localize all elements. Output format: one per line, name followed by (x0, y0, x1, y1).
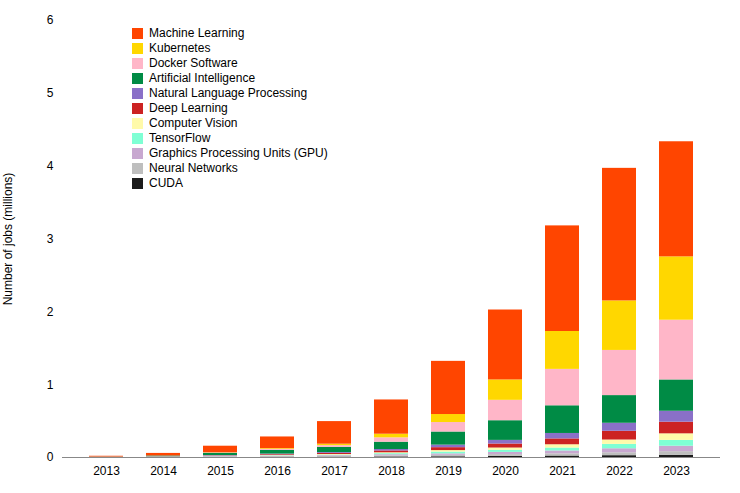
html-text:Machine Learning: Machine Learning (149, 26, 245, 40)
svg-text:2019: 2019 (435, 464, 462, 478)
svg-text:2017: 2017 (321, 464, 348, 478)
svg-text:1: 1 (47, 378, 54, 392)
svg-text:2022: 2022 (606, 464, 633, 478)
svg-text:2021: 2021 (549, 464, 576, 478)
html-text:Neural Networks: Neural Networks (149, 161, 238, 175)
svg-text:2015: 2015 (207, 464, 234, 478)
svg-text:4: 4 (47, 159, 54, 173)
svg-text:3: 3 (47, 232, 54, 246)
svg-text:2018: 2018 (378, 464, 405, 478)
html-text:Docker Software: Docker Software (149, 56, 238, 70)
html-text:TensorFlow: TensorFlow (149, 131, 211, 145)
svg-text:2020: 2020 (492, 464, 519, 478)
html-text:CUDA: CUDA (149, 176, 183, 190)
html-text:Graphics Processing Units (GPU: Graphics Processing Units (GPU) (149, 146, 328, 160)
html-text:Natural Language Processing: Natural Language Processing (149, 86, 308, 100)
svg-text:2016: 2016 (264, 464, 291, 478)
html-text:Kubernetes: Kubernetes (149, 41, 211, 55)
svg-text:2014: 2014 (150, 464, 177, 478)
svg-text:2013: 2013 (93, 464, 120, 478)
svg-text:5: 5 (47, 86, 54, 100)
svg-text:2023: 2023 (663, 464, 690, 478)
svg-text:6: 6 (47, 13, 54, 27)
svg-text:2: 2 (47, 305, 54, 319)
html-text:Artificial Intelligence: Artificial Intelligence (149, 71, 256, 85)
svg-text:0: 0 (47, 450, 54, 464)
html-text:Computer Vision: Computer Vision (149, 116, 238, 130)
html-text:Deep Learning: Deep Learning (149, 101, 228, 115)
svg-text:Number of jobs (millions): Number of jobs (millions) (1, 173, 15, 306)
